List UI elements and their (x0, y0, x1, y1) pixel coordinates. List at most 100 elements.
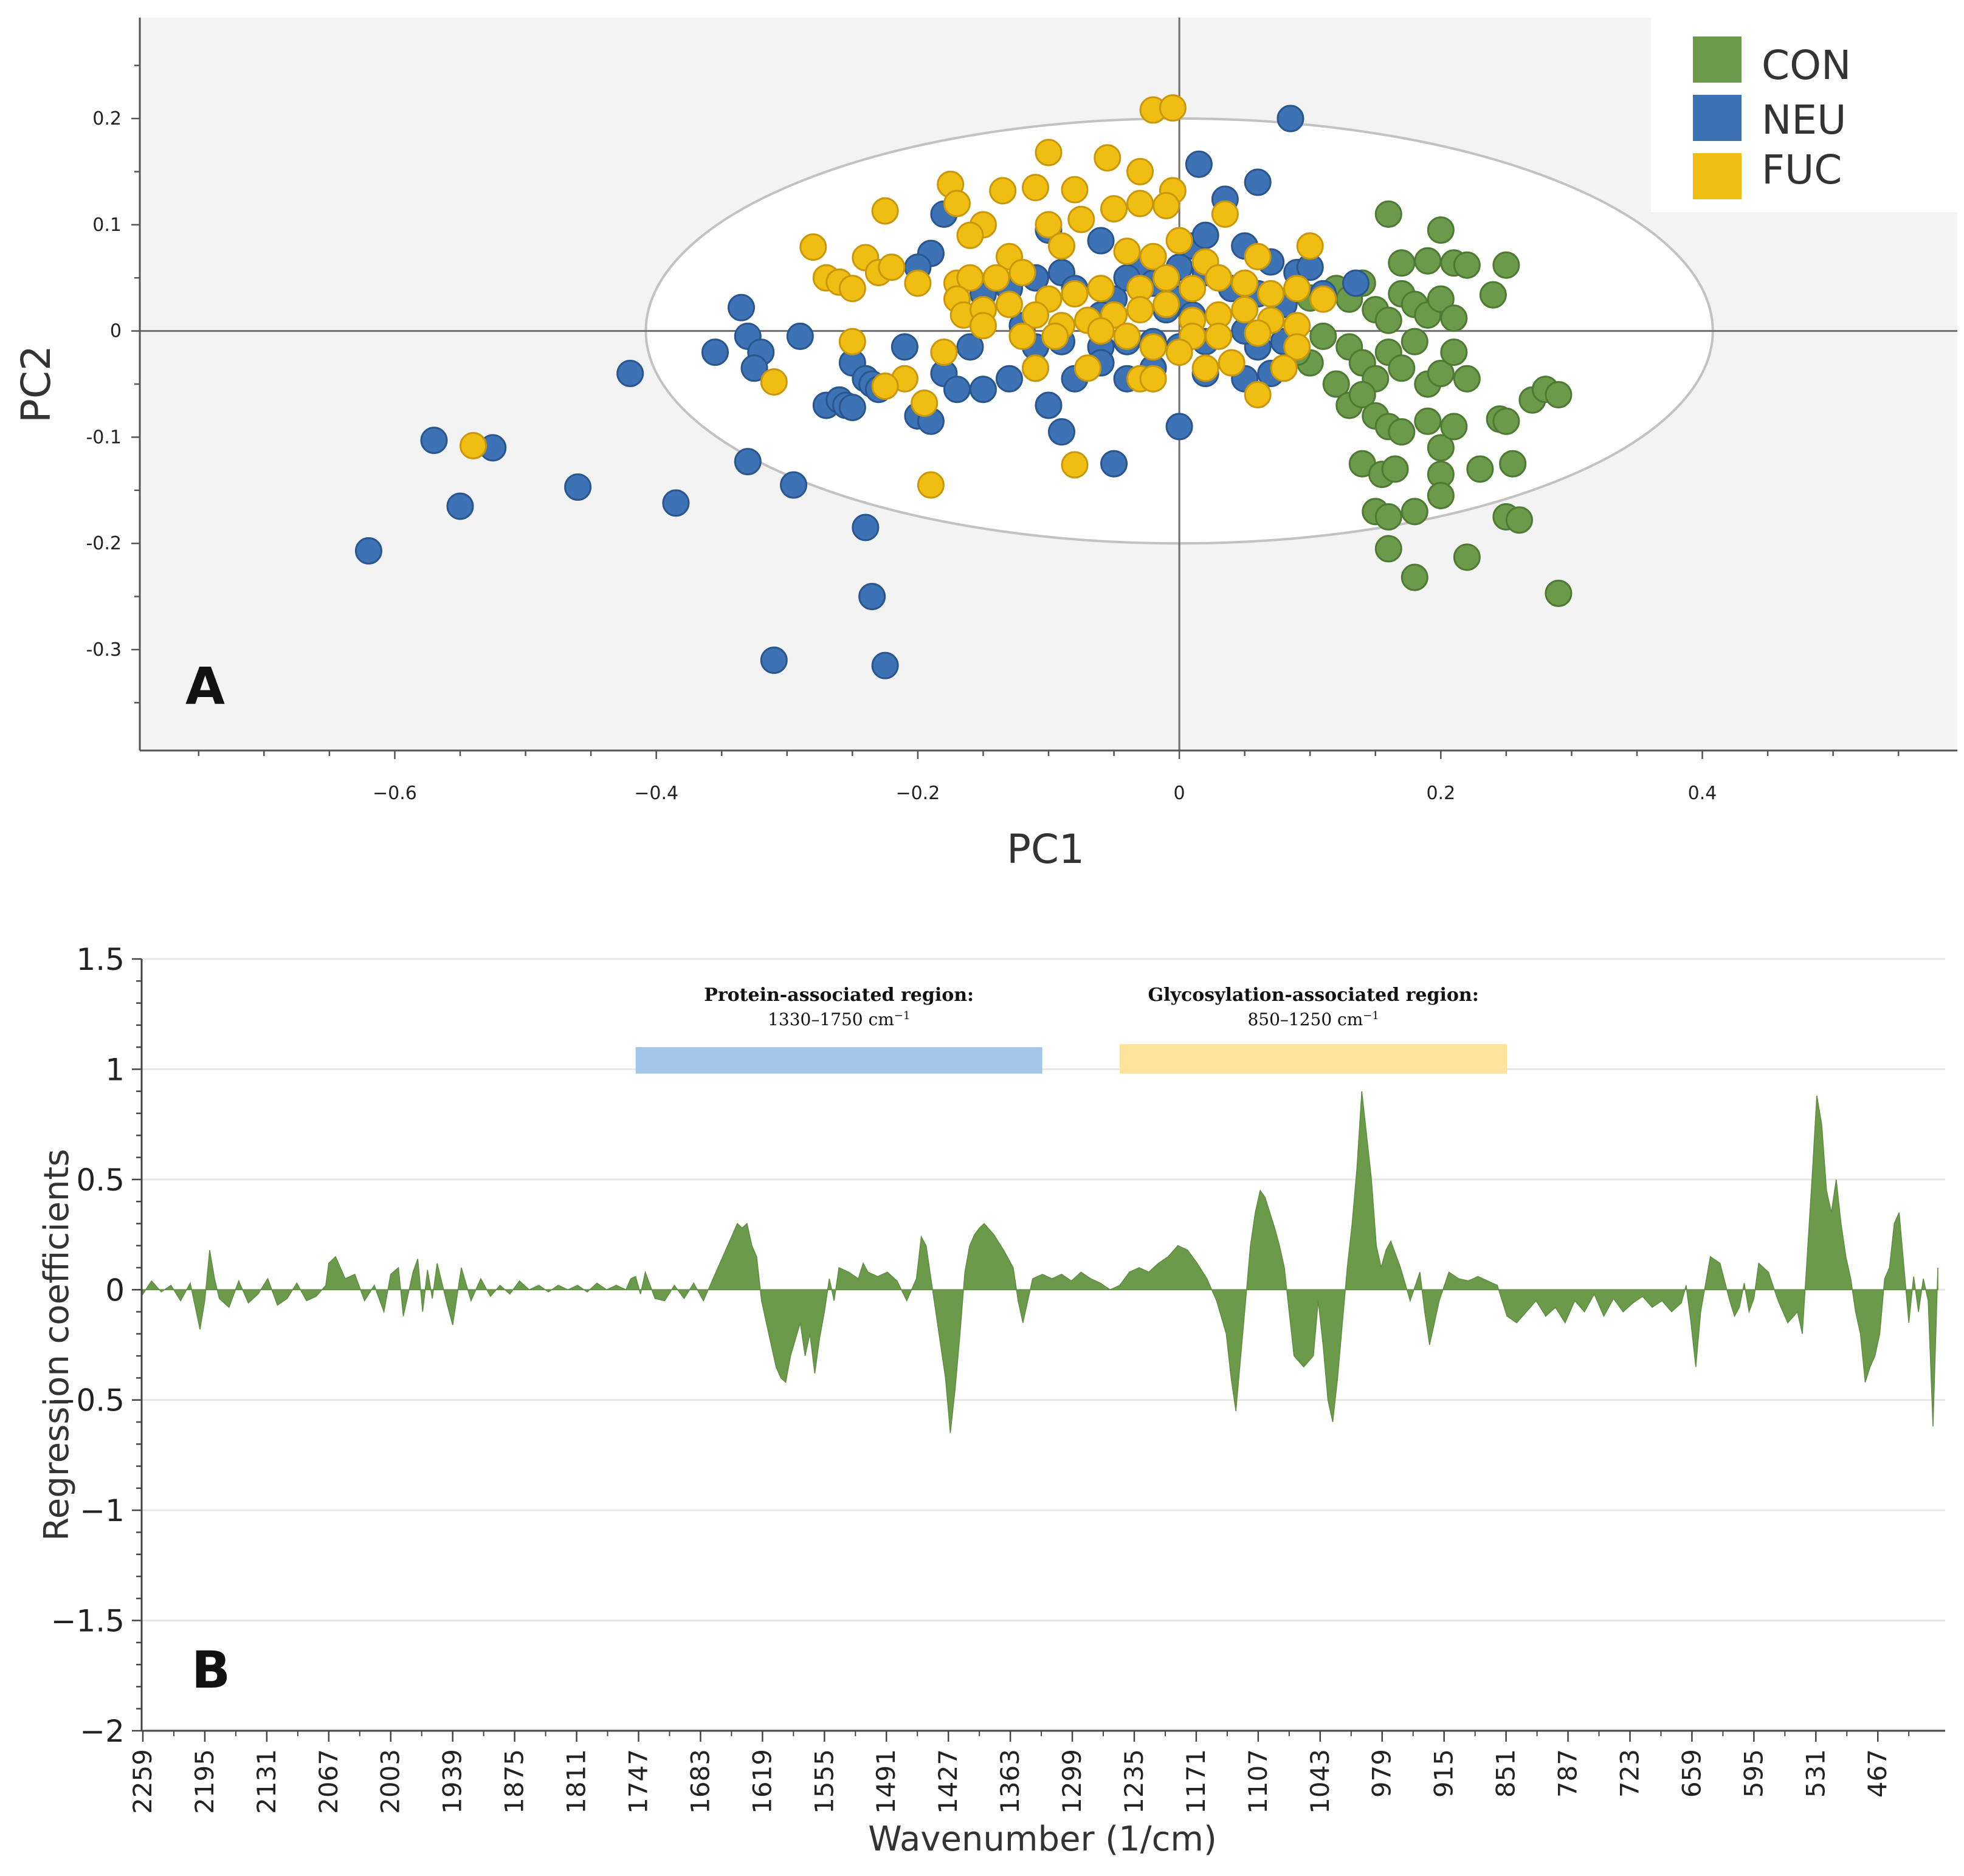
y-tick-label: -0.2 (86, 533, 122, 554)
point-fuc (1035, 211, 1063, 239)
point-con (1427, 434, 1455, 462)
point-con (1492, 251, 1520, 279)
y-axis-ticks: 0.2 0.1 0 -0.1 -0.2 -0.3 (86, 64, 140, 704)
protein-region-range: 1330–1750 cm−1 (768, 1009, 910, 1029)
glycosylation-region-range-exp: −1 (1363, 1009, 1379, 1022)
x-tick-label: 851 (1491, 1749, 1521, 1798)
point-neu (1100, 450, 1128, 478)
point-con (1479, 281, 1507, 309)
x-axis-title-pc1: PC1 (1007, 826, 1084, 873)
point-con (1427, 216, 1455, 244)
x-axis-title-wavenumber: Wavenumber (1/cm) (868, 1819, 1217, 1859)
point-con (1466, 455, 1494, 483)
y-tick-label: 0.2 (92, 108, 122, 129)
point-con (1309, 322, 1337, 350)
x-tick-label: 2259 (128, 1749, 157, 1814)
point-neu (446, 492, 474, 520)
regression-coefficients-panel: Protein-associated region: 1330–1750 cm−… (37, 942, 1945, 1859)
point-fuc (1139, 242, 1167, 270)
point-neu (780, 471, 808, 499)
point-fuc (1218, 349, 1246, 377)
point-fuc (1244, 380, 1272, 408)
point-fuc (1309, 285, 1337, 313)
y-tick-label: 0.1 (92, 215, 122, 236)
point-fuc (917, 471, 945, 499)
x-tick-label: 2195 (190, 1749, 219, 1814)
y-axis-title-pc2: PC2 (13, 345, 60, 423)
x-tick-label: 467 (1862, 1749, 1892, 1798)
point-fuc (1074, 354, 1102, 382)
point-con (1427, 285, 1455, 313)
point-fuc (1061, 451, 1089, 479)
point-fuc (1165, 227, 1193, 255)
point-neu (420, 427, 448, 455)
point-fuc (1257, 280, 1285, 308)
point-con (1322, 370, 1350, 398)
panel-a-letter: A (185, 656, 225, 716)
point-con (1401, 498, 1428, 526)
point-fuc (1153, 290, 1180, 318)
point-fuc (1283, 275, 1311, 303)
protein-region-bar (635, 1047, 1042, 1074)
x-tick-label: 1555 (809, 1749, 839, 1814)
point-neu (1277, 105, 1304, 132)
point-con (1348, 380, 1376, 408)
protein-region-title: Protein-associated region: (704, 984, 974, 1006)
point-fuc (1159, 94, 1187, 122)
point-con (1414, 247, 1442, 275)
legend-label-con: CON (1762, 42, 1851, 89)
protein-region-range-exp: −1 (894, 1009, 911, 1022)
regression-coefficient-area (142, 1091, 1938, 1434)
x-tick-label: 1427 (933, 1749, 963, 1814)
point-neu (1048, 418, 1076, 446)
x-tick-label: 1043 (1305, 1749, 1335, 1814)
x-tick-label: 2003 (376, 1749, 405, 1814)
point-con (1440, 338, 1468, 366)
point-neu (1342, 269, 1370, 297)
x-tick-label: 659 (1676, 1749, 1706, 1798)
y-axis-ticks: 1.5 1 0.5 0 −0.5 −1 −1.5 −2 (51, 942, 142, 1749)
point-fuc (1231, 296, 1259, 324)
x-tick-label: 723 (1614, 1749, 1644, 1798)
point-fuc (1067, 205, 1095, 233)
point-con (1374, 503, 1402, 531)
glycosylation-region-range: 850–1250 cm−1 (1247, 1009, 1379, 1029)
x-tick-label: 2131 (252, 1749, 281, 1814)
point-con (1374, 306, 1402, 334)
x-tick-label: 1299 (1057, 1749, 1087, 1814)
y-tick-label: -0.1 (86, 427, 122, 448)
x-tick-label: 2067 (314, 1749, 343, 1814)
point-con (1453, 543, 1481, 571)
legend-swatch-con (1693, 36, 1742, 83)
point-neu (995, 365, 1023, 393)
point-fuc (943, 190, 971, 218)
point-fuc (1165, 338, 1193, 366)
point-neu (1191, 221, 1219, 249)
x-tick-label: 1811 (562, 1749, 591, 1814)
point-neu (727, 294, 755, 321)
point-fuc (799, 233, 827, 261)
legend-label-neu: NEU (1762, 97, 1846, 143)
point-neu (760, 646, 788, 674)
point-fuc (1231, 269, 1259, 297)
y-tick-label: −0.5 (51, 1383, 125, 1418)
x-tick-label: −0.4 (634, 783, 678, 804)
point-neu (891, 333, 918, 361)
y-axis-title-regression: Regression coefficients (37, 1149, 77, 1541)
point-con (1440, 413, 1468, 441)
point-neu (734, 448, 762, 476)
point-fuc (1008, 322, 1036, 350)
point-fuc (1139, 365, 1167, 393)
point-con (1453, 365, 1481, 393)
point-neu (354, 537, 382, 565)
point-fuc (1244, 319, 1272, 347)
x-tick-label: 1683 (685, 1749, 715, 1814)
point-fuc (1153, 264, 1180, 292)
scatter-points (354, 94, 1573, 679)
point-con (1545, 380, 1573, 408)
point-fuc (1021, 301, 1049, 329)
glycosylation-region-title: Glycosylation-associated region: (1148, 984, 1479, 1006)
point-con (1374, 535, 1402, 563)
point-fuc (1100, 195, 1128, 223)
x-tick-label: 531 (1800, 1749, 1830, 1798)
